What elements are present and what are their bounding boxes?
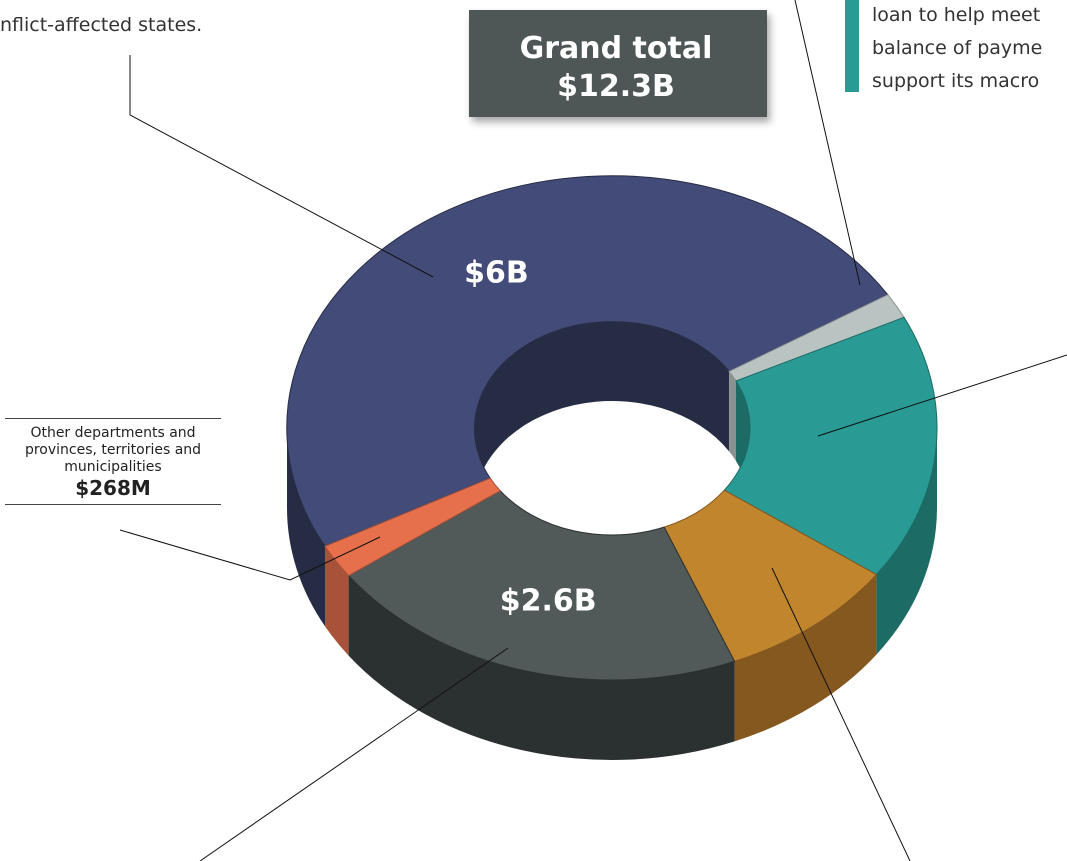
total-title: Grand total <box>520 31 713 66</box>
leader-line <box>129 55 434 278</box>
slice <box>663 489 878 663</box>
slice <box>723 316 938 576</box>
total-box <box>469 10 767 117</box>
value-label: $6B <box>464 256 529 291</box>
leader-line <box>771 567 911 861</box>
wall <box>876 428 937 655</box>
wall <box>474 321 730 508</box>
category-label: Other departments and provinces, territo… <box>24 425 202 475</box>
wall <box>325 546 349 656</box>
walls <box>286 321 937 761</box>
total-value: $12.3B <box>557 69 675 104</box>
annotation: support its macro <box>872 70 1039 92</box>
value-label: $2.6B <box>500 584 597 619</box>
leader-line <box>794 0 861 286</box>
annotation: loan to help meet <box>872 4 1040 26</box>
callout: Other departments and provinces, territo… <box>5 418 221 505</box>
leader-line <box>119 529 381 581</box>
leader-line <box>199 647 509 861</box>
slice <box>347 490 736 681</box>
accent-bar <box>845 0 859 92</box>
slice <box>324 477 501 577</box>
slice <box>286 175 889 547</box>
annotation: nflict-affected states. <box>0 14 202 36</box>
wall <box>348 575 735 761</box>
annotation: balance of payme <box>872 37 1042 59</box>
wall <box>729 371 736 461</box>
value-label: $268M <box>75 476 151 500</box>
leader-lines <box>119 0 1067 861</box>
leader-line <box>817 354 1067 437</box>
tops: $6B $2.6B <box>286 175 938 681</box>
wall <box>286 428 325 627</box>
wall <box>734 574 877 742</box>
